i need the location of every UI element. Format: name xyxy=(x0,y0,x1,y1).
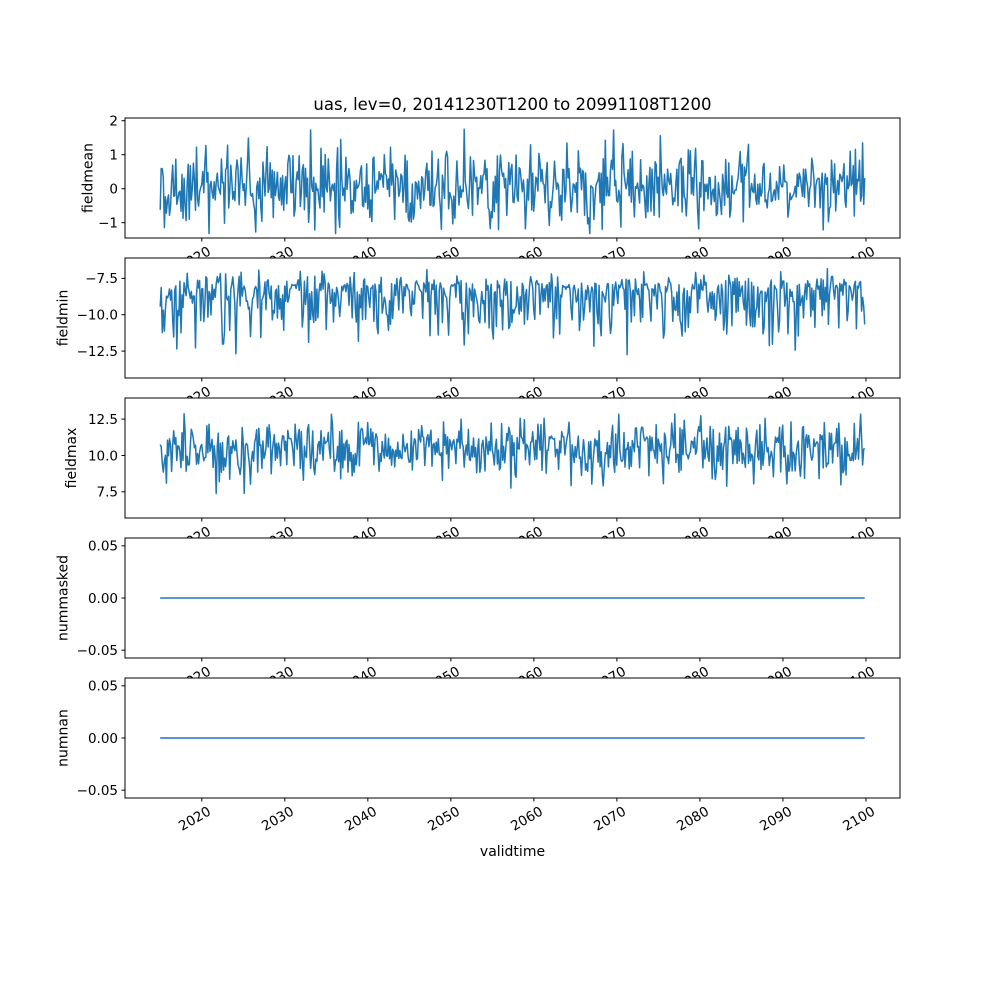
x-tick-label: 2090 xyxy=(757,804,795,835)
y-axis-label: numnan xyxy=(56,709,72,767)
y-tick-label: −10.0 xyxy=(77,308,118,324)
axes-border xyxy=(124,117,901,239)
y-tick-label: −7.5 xyxy=(85,271,118,287)
data-line xyxy=(159,413,866,495)
chart-title: uas, lev=0, 20141230T1200 to 20991108T12… xyxy=(313,95,711,114)
x-tick-label: 2060 xyxy=(508,804,546,835)
y-tick-label: 0.05 xyxy=(88,539,118,555)
subplot-fieldmin: −12.5−10.0−7.5fieldmin202020302040205020… xyxy=(56,257,901,415)
subplot-numnan: −0.05 0.00 0.05 numnan 2020 2030 2040 2050 2060 2… xyxy=(56,677,901,835)
x-tick-label: 2050 xyxy=(425,804,463,835)
y-tick-label: −1 xyxy=(98,216,118,232)
axes-border xyxy=(124,257,901,379)
data-line xyxy=(159,267,866,356)
y-tick-label: −0.05 xyxy=(77,783,118,799)
subplot-fieldmax: 7.510.012.5fieldmax202020302040205020602… xyxy=(64,397,901,555)
y-tick-label: −0.05 xyxy=(77,643,118,659)
y-tick-label: 1 xyxy=(109,148,118,164)
x-tick-label: 2100 xyxy=(840,804,878,835)
x-tick-label: 2070 xyxy=(591,804,629,835)
x-tick-label: 2030 xyxy=(259,804,297,835)
data-line xyxy=(159,128,866,235)
y-tick-label: −12.5 xyxy=(77,344,118,360)
x-tick-label: 2080 xyxy=(674,804,712,835)
y-tick-label: 0 xyxy=(109,182,118,198)
axes-border xyxy=(124,397,901,519)
y-tick-label: 0.00 xyxy=(88,731,118,747)
subplot-nummasked: −0.050.000.05nummasked202020302040205020… xyxy=(56,537,901,695)
y-tick-label: 0.05 xyxy=(88,679,118,695)
subplot-fieldmean: −1012fieldmean20202030204020502060207020… xyxy=(80,114,901,275)
y-tick-label: 0.00 xyxy=(88,591,118,607)
y-axis-label: fieldmean xyxy=(80,143,96,213)
y-axis-label: fieldmin xyxy=(56,290,72,347)
x-tick-label: 2020 xyxy=(176,804,214,835)
y-axis-label: fieldmax xyxy=(64,428,80,489)
y-tick-label: 12.5 xyxy=(88,412,118,428)
y-tick-label: 7.5 xyxy=(97,485,118,501)
x-axis-label: validtime xyxy=(480,844,545,860)
x-tick-label: 2040 xyxy=(342,804,380,835)
y-tick-label: 2 xyxy=(109,114,118,130)
y-axis-label: nummasked xyxy=(56,555,72,641)
y-tick-label: 10.0 xyxy=(88,448,118,464)
